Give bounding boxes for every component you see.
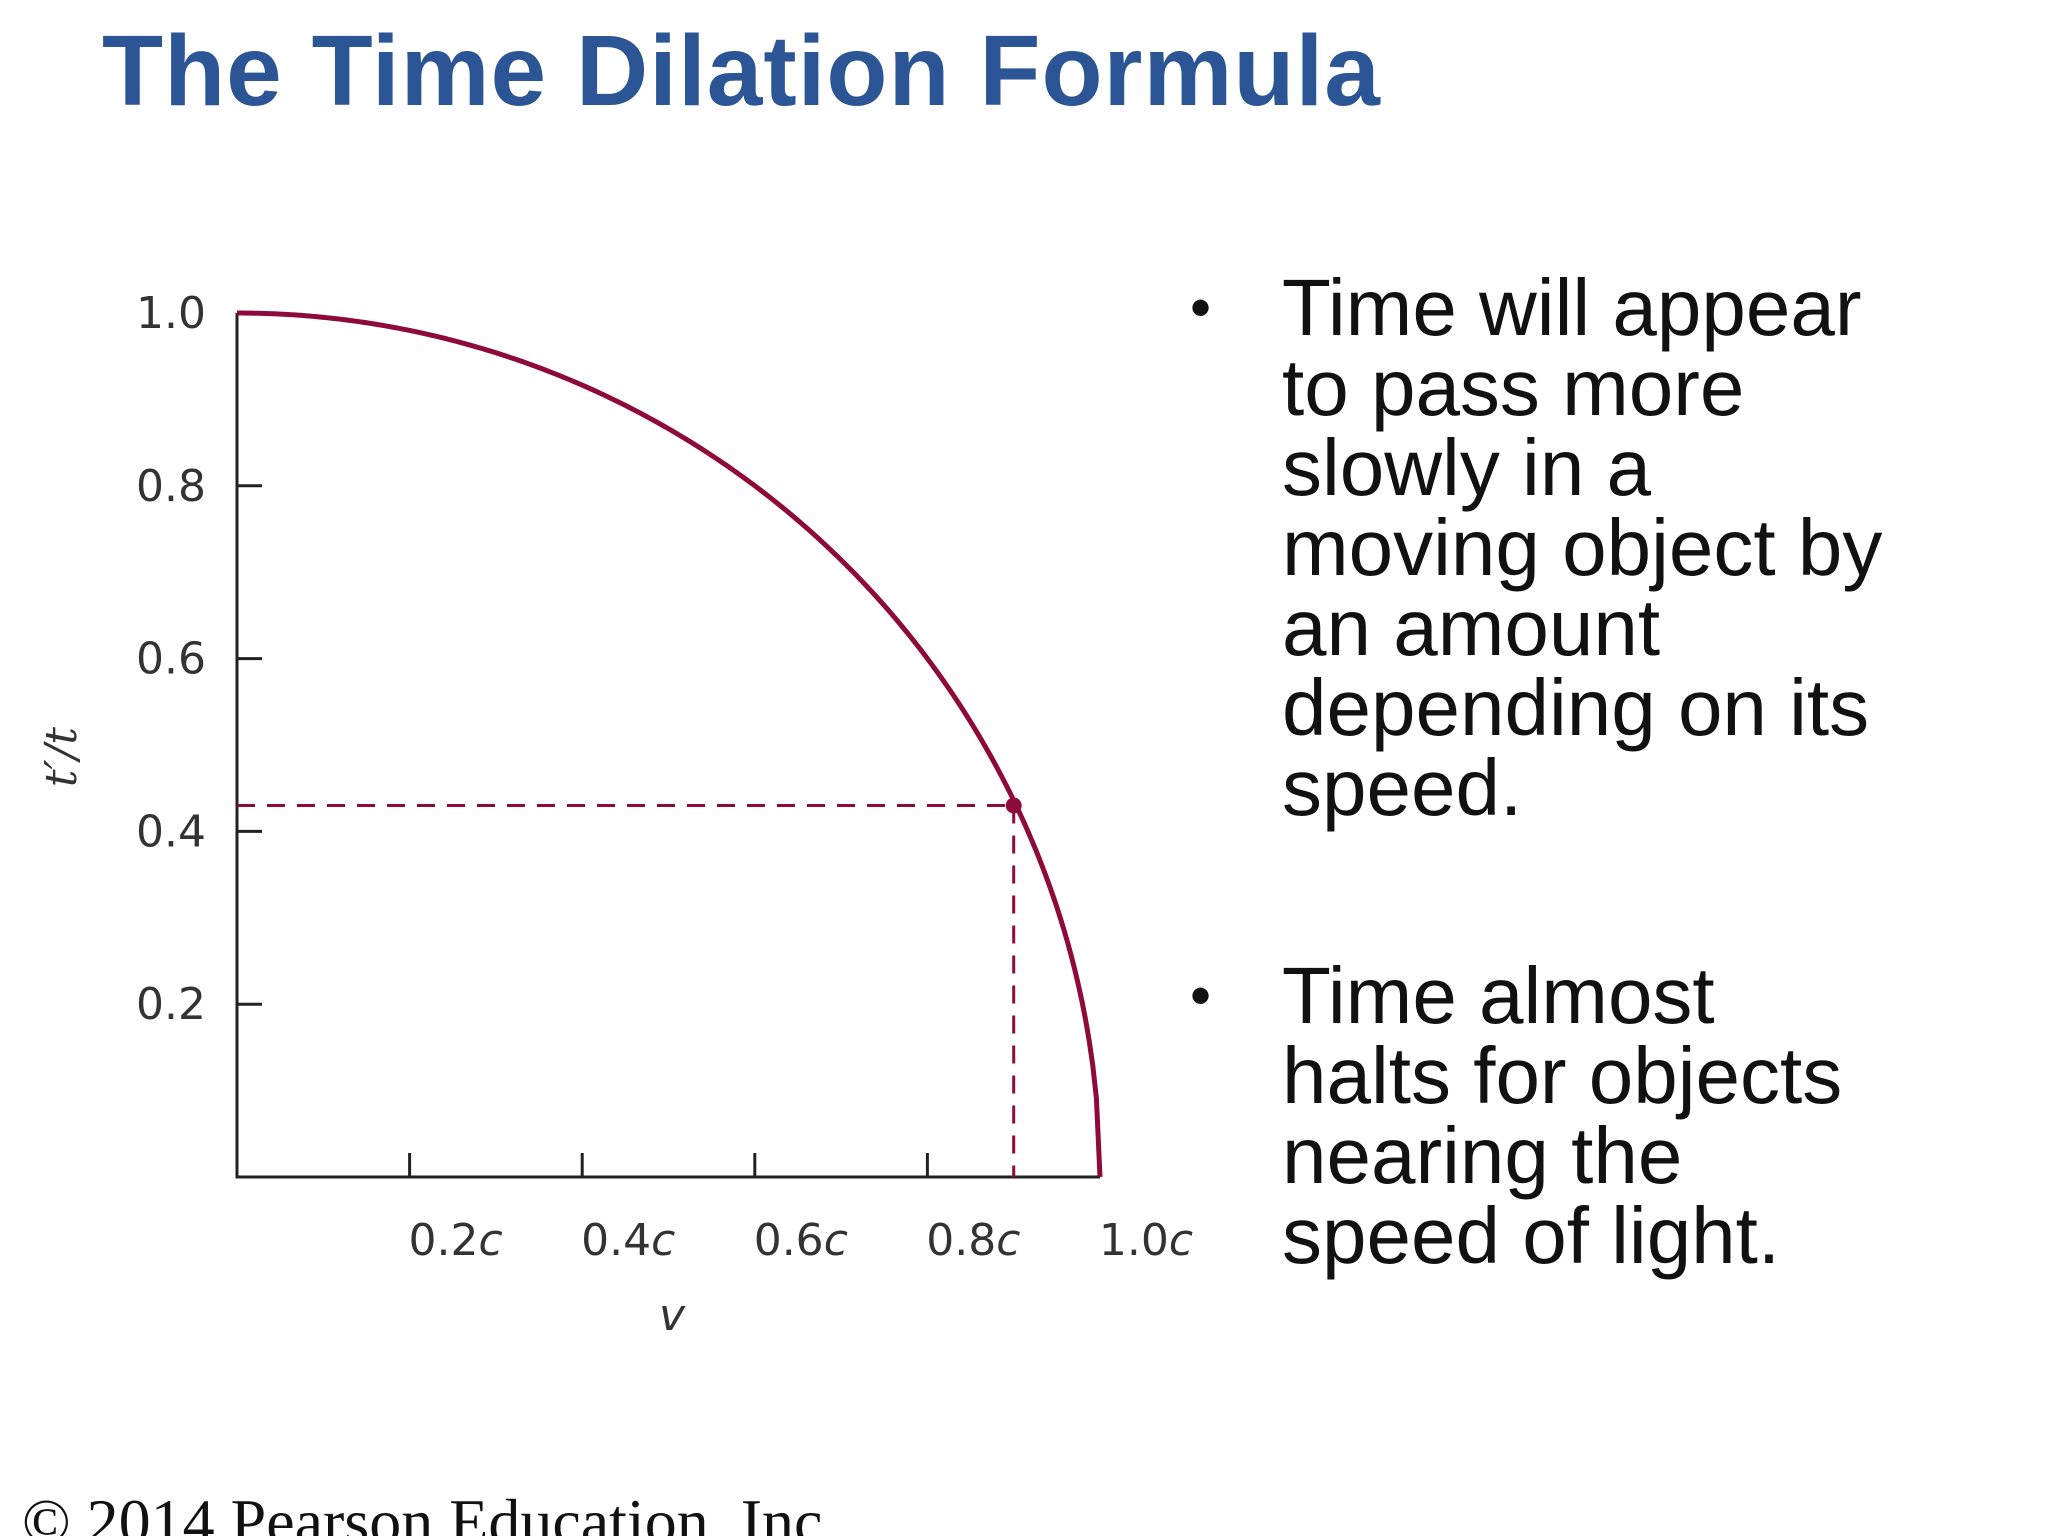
bullet-item-light: • Time almost halts for objects nearing … bbox=[1190, 956, 2020, 1276]
curve-layer bbox=[236, 310, 1103, 1178]
slide-title: The Time Dilation Formula bbox=[102, 15, 1381, 127]
y-tick-label: 0.6 bbox=[136, 634, 206, 685]
bullet-item-speed: • Time will appear to pass more slowly i… bbox=[1190, 268, 2020, 828]
y-tick-label: 0.8 bbox=[136, 461, 206, 512]
x-tick-label: 0.4c bbox=[581, 1215, 675, 1266]
highlight-guides bbox=[237, 803, 1016, 1177]
y-ticks: 0.2 0.4 0.6 0.8 1.0 bbox=[136, 288, 262, 1030]
series-line bbox=[236, 310, 1103, 1178]
x-tick-label: 0.2c bbox=[409, 1215, 503, 1266]
x-tick-label: 0.6c bbox=[754, 1215, 848, 1266]
y-tick-label: 0.2 bbox=[136, 979, 206, 1030]
bullet-list: • Time will appear to pass more slowly i… bbox=[1190, 268, 2020, 1276]
bullet-dot: • bbox=[1190, 962, 1212, 1029]
x-axis-label: v bbox=[659, 1290, 686, 1341]
highlight-point bbox=[1005, 797, 1022, 814]
y-tick-label: 0.4 bbox=[136, 806, 206, 857]
bullet-text: Time almost halts for objects nearing th… bbox=[1282, 951, 1843, 1280]
copyright-notice: © 2014 Pearson Education, Inc. bbox=[22, 1486, 839, 1536]
bullet-text: Time will appear to pass more slowly in … bbox=[1282, 263, 1883, 832]
y-tick-label: 1.0 bbox=[136, 288, 206, 339]
y-axis-label: t′/t bbox=[36, 727, 87, 787]
x-tick-label: 0.8c bbox=[926, 1215, 1020, 1266]
chart-axes bbox=[235, 313, 1100, 1179]
x-ticks: 0.2c 0.4c 0.6c 0.8c 1.0c bbox=[408, 1153, 1193, 1266]
bullet-dot: • bbox=[1190, 274, 1212, 341]
x-tick-label: 1.0c bbox=[1099, 1215, 1193, 1266]
